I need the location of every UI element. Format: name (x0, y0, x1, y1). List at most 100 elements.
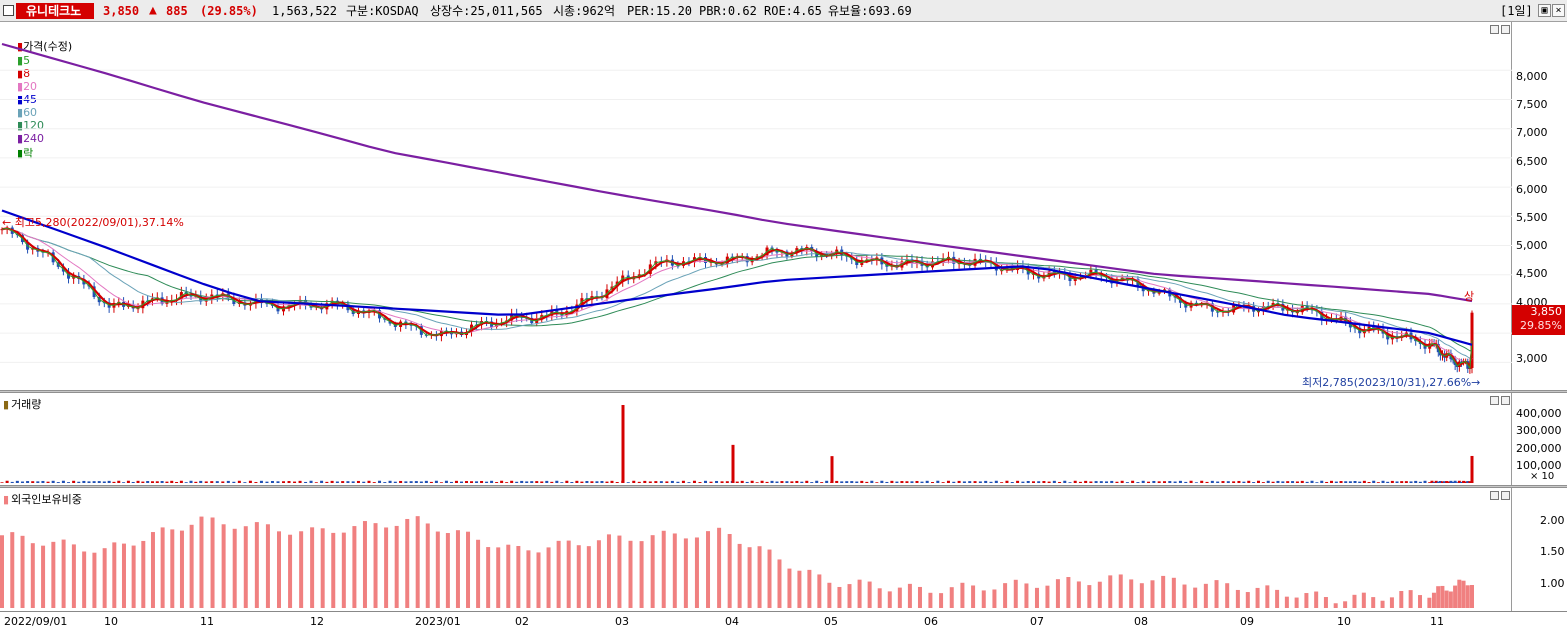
pane-maximize-button[interactable] (1501, 25, 1510, 34)
foreign-ratio-bar (41, 545, 46, 608)
close-button[interactable]: × (1552, 4, 1565, 17)
volume-bar (36, 481, 40, 483)
foreign-ratio-bar (960, 582, 965, 608)
price-chart-pane[interactable]: ▮가격(수정) ▮5 ▮8 ▮20 ▮45 ▮60 ▮120 ▮240 ▮락 ←… (0, 22, 1512, 390)
volume-bar (931, 482, 935, 483)
foreign-ratio-bar (71, 544, 76, 608)
restore-button[interactable]: ▣ (1538, 4, 1551, 17)
volume-bar (910, 481, 914, 483)
volume-bar (1453, 480, 1457, 483)
volume-bar (676, 481, 680, 483)
volume-bar (15, 480, 19, 483)
volume-maximize-button[interactable] (1501, 396, 1510, 405)
volume-bar (304, 481, 308, 483)
foreign-ratio-bar (661, 530, 666, 608)
volume-bar (61, 480, 65, 483)
volume-bar (1031, 481, 1035, 483)
volume-bar (750, 480, 754, 483)
volume-bar (434, 480, 438, 483)
volume-bar (800, 481, 804, 483)
foreign-minimize-button[interactable] (1490, 491, 1499, 500)
volume-bar (459, 481, 463, 483)
volume-bar (820, 482, 824, 483)
foreign-ratio-bar (199, 516, 204, 608)
pane-splitter[interactable] (0, 485, 1567, 488)
volume-plot (0, 405, 1474, 483)
volume-bar (287, 481, 291, 483)
stock-name[interactable]: 유니테크노 (16, 3, 94, 19)
foreign-ratio-bar (131, 545, 136, 608)
volume-bar (495, 482, 499, 483)
foreign-ratio-bar (82, 551, 87, 608)
volume-bar (648, 481, 652, 483)
volume-bar (429, 481, 433, 483)
market-type: 구분:KOSDAQ (346, 4, 419, 18)
foreign-ratio-bar (837, 586, 842, 608)
volume-bar (1084, 480, 1088, 483)
date-label: 04 (725, 615, 739, 628)
volume-bar (77, 481, 81, 483)
foreign-ratio-bar (1304, 593, 1309, 608)
foreign-ratio-bar (1045, 585, 1050, 608)
volume-bar (1162, 481, 1166, 483)
volume-bar (957, 480, 961, 483)
volume-bar (409, 481, 413, 483)
volume-bar (210, 481, 214, 483)
foreign-ratio-bar (51, 541, 56, 608)
volume-bar (725, 481, 729, 483)
volume-peak-bar (621, 405, 625, 483)
volume-bar (885, 481, 889, 483)
volume-bar (92, 481, 96, 483)
foreign-ratio-bar (1427, 597, 1432, 608)
legend-item-ma60: ▮60 (17, 106, 38, 119)
date-label: 02 (515, 615, 529, 628)
foreign-ratio-bar (566, 540, 571, 608)
volume-bar (765, 481, 769, 483)
volume-value: 1,563,522 (272, 4, 338, 18)
volume-bar (282, 481, 286, 483)
volume-bar (67, 482, 71, 483)
volume-bar (1459, 481, 1463, 483)
foreign-ratio-bar (254, 522, 259, 608)
foreign-ratio-bar (907, 583, 912, 608)
foreign-ratio-bar (847, 584, 852, 608)
volume-bar (243, 482, 247, 483)
foreign-ratio-bar (586, 546, 591, 608)
foreign-ratio-bar (807, 569, 812, 608)
volume-bar (1372, 480, 1376, 483)
foreign-ratio-bar (606, 534, 611, 608)
foreign-ratio-bar (1465, 585, 1470, 608)
foreign-ratio-pane[interactable]: ▮ 외국인보유비중 (0, 488, 1512, 611)
foreign-ratio-bar (179, 530, 184, 608)
foreign-ratio-bar (727, 534, 732, 608)
foreign-ratio-bar (1444, 590, 1449, 608)
volume-bar (1434, 480, 1438, 483)
volume-bar (1078, 481, 1082, 483)
foreign-ratio-bar (1139, 583, 1144, 608)
volume-bar (595, 481, 599, 483)
volume-bar (626, 482, 630, 483)
volume-bar (1344, 481, 1348, 483)
foreign-ratio-bar (737, 543, 742, 608)
volume-tick: 100,000 (1516, 459, 1562, 472)
foreign-ratio-bar (92, 552, 97, 608)
pane-minimize-button[interactable] (1490, 25, 1499, 34)
volume-bar (1157, 481, 1161, 483)
foreign-ratio-bar (310, 527, 315, 608)
price-tick: 6,500 (1516, 155, 1548, 168)
checkbox[interactable] (3, 5, 14, 16)
foreign-ratio-bar (1087, 585, 1092, 608)
volume-bar (915, 480, 919, 483)
price-tick: 6,000 (1516, 183, 1548, 196)
volume-bar (41, 480, 45, 483)
pane-splitter[interactable] (0, 390, 1567, 393)
period-selector[interactable]: [1일] (1500, 4, 1533, 18)
volume-bar (414, 481, 418, 483)
volume-minimize-button[interactable] (1490, 396, 1499, 405)
volume-bar (1353, 480, 1357, 483)
volume-bar (643, 480, 647, 483)
volume-chart-pane[interactable]: ▮ 거래량 (0, 393, 1512, 485)
foreign-maximize-button[interactable] (1501, 491, 1510, 500)
volume-bar (335, 481, 339, 483)
volume-bar (314, 482, 318, 483)
